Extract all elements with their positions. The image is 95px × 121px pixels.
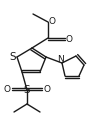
Text: O: O (65, 34, 72, 44)
Text: O: O (44, 86, 51, 95)
Text: S: S (24, 85, 30, 95)
Text: N: N (58, 56, 64, 64)
Text: S: S (10, 52, 16, 62)
Text: O: O (49, 18, 55, 26)
Text: O: O (4, 86, 11, 95)
